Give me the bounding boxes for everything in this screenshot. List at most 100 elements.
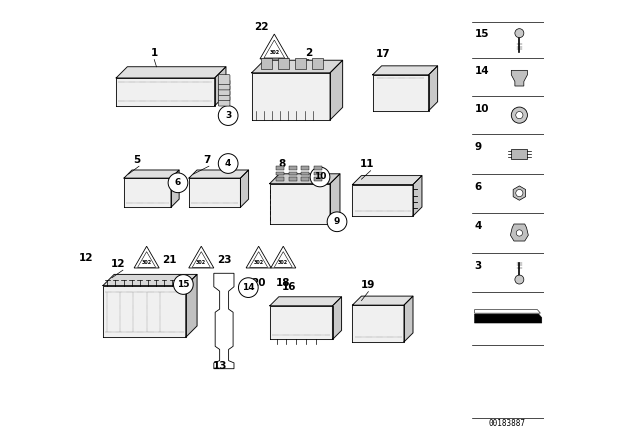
Circle shape — [218, 106, 238, 125]
FancyBboxPatch shape — [301, 172, 310, 175]
Polygon shape — [330, 174, 340, 224]
Polygon shape — [333, 297, 342, 340]
Text: 11: 11 — [360, 159, 374, 169]
Polygon shape — [271, 246, 296, 268]
Circle shape — [515, 29, 524, 38]
FancyBboxPatch shape — [314, 172, 322, 175]
Text: 1: 1 — [150, 48, 158, 58]
Polygon shape — [404, 296, 413, 342]
Polygon shape — [270, 297, 342, 306]
FancyBboxPatch shape — [218, 91, 230, 101]
Text: 17: 17 — [376, 49, 390, 59]
Polygon shape — [353, 185, 413, 216]
Polygon shape — [124, 170, 179, 178]
Text: 23: 23 — [217, 255, 232, 265]
Polygon shape — [353, 176, 422, 185]
Text: 12: 12 — [111, 259, 125, 269]
Text: 2: 2 — [305, 48, 312, 58]
FancyBboxPatch shape — [276, 177, 284, 181]
FancyBboxPatch shape — [301, 166, 310, 170]
Polygon shape — [134, 246, 159, 268]
Circle shape — [511, 107, 527, 123]
Text: 302: 302 — [196, 260, 206, 265]
Polygon shape — [186, 274, 197, 337]
Polygon shape — [269, 174, 340, 184]
Polygon shape — [189, 170, 248, 178]
Polygon shape — [353, 296, 413, 305]
Polygon shape — [429, 66, 438, 111]
Text: 4: 4 — [475, 221, 482, 231]
Text: 15: 15 — [177, 280, 189, 289]
Text: 4: 4 — [225, 159, 231, 168]
Polygon shape — [215, 67, 226, 106]
Circle shape — [218, 154, 238, 173]
Text: 19: 19 — [361, 280, 376, 290]
Text: 302: 302 — [253, 260, 264, 265]
Text: 15: 15 — [475, 29, 489, 39]
Polygon shape — [103, 274, 197, 286]
Polygon shape — [116, 78, 215, 106]
Polygon shape — [189, 178, 241, 207]
Polygon shape — [189, 246, 214, 268]
Text: 22: 22 — [255, 22, 269, 32]
Circle shape — [516, 190, 523, 197]
Text: 6: 6 — [175, 178, 181, 187]
FancyBboxPatch shape — [278, 58, 289, 69]
Polygon shape — [413, 176, 422, 216]
FancyBboxPatch shape — [218, 86, 230, 95]
Text: 5: 5 — [132, 155, 140, 165]
Polygon shape — [116, 67, 226, 78]
Circle shape — [515, 275, 524, 284]
Circle shape — [173, 275, 193, 294]
Text: 9: 9 — [334, 217, 340, 226]
FancyBboxPatch shape — [276, 172, 284, 175]
Text: 21: 21 — [163, 255, 177, 265]
FancyBboxPatch shape — [289, 166, 297, 170]
Polygon shape — [511, 70, 527, 86]
Circle shape — [239, 278, 258, 297]
Text: 18: 18 — [276, 278, 291, 288]
Polygon shape — [330, 60, 342, 120]
Text: 302: 302 — [278, 260, 289, 265]
Text: 6: 6 — [475, 181, 482, 192]
Text: 10: 10 — [475, 103, 489, 114]
FancyBboxPatch shape — [301, 177, 310, 181]
FancyBboxPatch shape — [260, 58, 272, 69]
Polygon shape — [353, 305, 404, 342]
Text: 302: 302 — [269, 50, 280, 55]
Text: 13: 13 — [213, 361, 228, 370]
Polygon shape — [372, 66, 438, 75]
Text: 20: 20 — [252, 278, 266, 288]
Circle shape — [168, 173, 188, 193]
Bar — [511, 149, 527, 159]
Text: 8: 8 — [278, 159, 285, 169]
Text: 10: 10 — [314, 172, 326, 181]
Polygon shape — [269, 184, 330, 224]
FancyBboxPatch shape — [289, 177, 297, 181]
Polygon shape — [124, 178, 171, 207]
FancyBboxPatch shape — [289, 172, 297, 175]
Circle shape — [516, 112, 523, 119]
Text: 3: 3 — [225, 111, 231, 120]
FancyBboxPatch shape — [276, 166, 284, 170]
Polygon shape — [252, 60, 342, 73]
Text: 00183887: 00183887 — [489, 419, 526, 428]
Polygon shape — [241, 170, 248, 207]
Text: 14: 14 — [475, 65, 489, 76]
Polygon shape — [246, 246, 271, 268]
Polygon shape — [252, 73, 330, 120]
Text: 14: 14 — [242, 283, 255, 292]
Text: 302: 302 — [141, 260, 152, 265]
Polygon shape — [513, 186, 525, 200]
Text: 7: 7 — [204, 155, 211, 165]
FancyBboxPatch shape — [218, 80, 230, 90]
Polygon shape — [511, 224, 529, 241]
FancyBboxPatch shape — [314, 177, 322, 181]
Text: 9: 9 — [475, 142, 482, 152]
FancyBboxPatch shape — [294, 58, 306, 69]
Text: 3: 3 — [475, 261, 482, 271]
Polygon shape — [475, 310, 540, 313]
Polygon shape — [260, 34, 289, 59]
FancyBboxPatch shape — [218, 75, 230, 85]
Text: 12: 12 — [79, 254, 94, 263]
